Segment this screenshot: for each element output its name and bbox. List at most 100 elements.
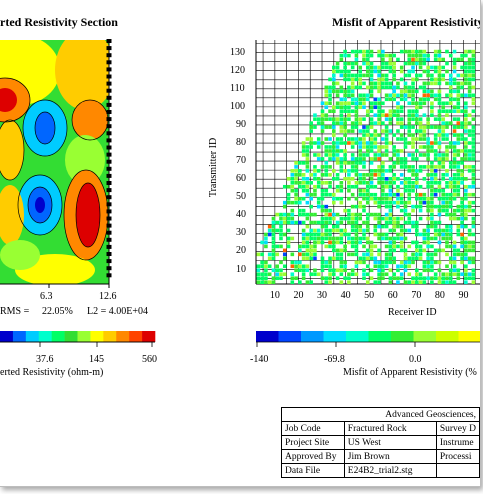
misfit-point <box>339 256 344 261</box>
misfit-point <box>309 272 313 277</box>
misfit-point <box>358 177 363 181</box>
misfit-point <box>392 220 396 225</box>
misfit-point <box>328 149 332 153</box>
misfit-point <box>343 149 347 153</box>
misfit-point <box>388 61 393 66</box>
misfit-point <box>373 192 378 197</box>
misfit-point <box>369 149 374 153</box>
misfit-point <box>471 93 476 98</box>
misfit-point <box>384 244 389 249</box>
misfit-point <box>441 192 446 197</box>
y-tick-label: 80 <box>236 137 246 149</box>
misfit-point <box>445 240 449 245</box>
misfit-point <box>426 260 430 265</box>
misfit-point <box>354 53 359 58</box>
misfit-point <box>369 61 374 66</box>
misfit-point <box>256 280 261 284</box>
misfit-point <box>392 69 396 74</box>
rms-value: 22.05% <box>42 306 73 317</box>
misfit-point <box>464 61 468 66</box>
misfit-point <box>467 113 472 117</box>
misfit-point <box>324 192 329 197</box>
misfit-point <box>377 53 381 58</box>
misfit-point <box>264 260 268 265</box>
misfit-point <box>373 69 378 74</box>
misfit-point <box>335 93 340 98</box>
misfit-point <box>332 85 336 90</box>
misfit-point <box>343 177 347 181</box>
colorbar-swatch <box>346 331 369 342</box>
misfit-point <box>358 137 363 141</box>
misfit-point <box>313 244 317 249</box>
misfit-point <box>396 129 400 133</box>
misfit-point <box>339 165 344 169</box>
misfit-point <box>467 169 472 173</box>
right-cb-tick-1: -140 <box>250 354 269 365</box>
misfit-point <box>396 268 400 273</box>
misfit-point <box>305 216 310 221</box>
misfit-point <box>301 244 306 249</box>
misfit-point <box>392 216 396 221</box>
misfit-point <box>411 220 415 225</box>
misfit-point <box>445 224 449 229</box>
misfit-point <box>430 184 434 189</box>
misfit-point <box>448 268 453 273</box>
misfit-point <box>362 180 366 185</box>
misfit-point <box>301 196 306 201</box>
misfit-point <box>411 276 415 281</box>
misfit-point <box>437 232 442 237</box>
misfit-point <box>460 236 464 241</box>
misfit-point <box>350 145 355 149</box>
misfit-point <box>464 272 468 277</box>
misfit-point <box>377 81 381 86</box>
misfit-point <box>441 200 446 205</box>
misfit-point <box>460 73 464 78</box>
misfit-point <box>365 109 370 114</box>
misfit-point <box>328 272 332 277</box>
misfit-point <box>282 204 287 209</box>
misfit-point <box>456 101 461 106</box>
misfit-point <box>422 137 427 141</box>
misfit-point <box>381 224 385 229</box>
misfit-point <box>358 149 363 153</box>
misfit-point <box>441 173 446 177</box>
misfit-point <box>343 89 347 94</box>
misfit-point <box>388 180 393 185</box>
misfit-point <box>403 161 408 165</box>
misfit-point <box>365 200 370 205</box>
misfit-point <box>339 105 344 110</box>
misfit-point <box>301 252 306 257</box>
misfit-point <box>445 244 449 249</box>
misfit-point <box>433 93 438 98</box>
misfit-point <box>452 188 457 193</box>
misfit-point <box>426 204 430 209</box>
misfit-point <box>328 276 332 281</box>
misfit-point <box>301 264 306 269</box>
misfit-point <box>392 89 396 94</box>
misfit-point <box>460 121 464 125</box>
misfit-point <box>286 200 291 205</box>
colorbar-swatch <box>256 331 279 342</box>
misfit-point <box>407 141 412 145</box>
electrode-marker <box>106 230 112 235</box>
misfit-point <box>399 272 404 277</box>
misfit-point <box>347 137 351 141</box>
misfit-point <box>437 145 442 149</box>
misfit-point <box>467 61 472 66</box>
misfit-point <box>332 268 336 273</box>
misfit-point <box>456 268 461 273</box>
misfit-point <box>452 196 457 201</box>
misfit-point <box>350 212 355 217</box>
misfit-point <box>354 236 359 241</box>
misfit-point <box>399 65 404 70</box>
misfit-point <box>452 260 457 265</box>
misfit-point <box>339 200 344 205</box>
misfit-point <box>354 101 359 106</box>
misfit-point <box>403 256 408 261</box>
misfit-point <box>365 184 370 189</box>
misfit-point <box>384 180 389 185</box>
misfit-point <box>335 184 340 189</box>
misfit-point <box>418 280 423 284</box>
misfit-point <box>347 77 351 82</box>
misfit-point <box>460 180 464 185</box>
